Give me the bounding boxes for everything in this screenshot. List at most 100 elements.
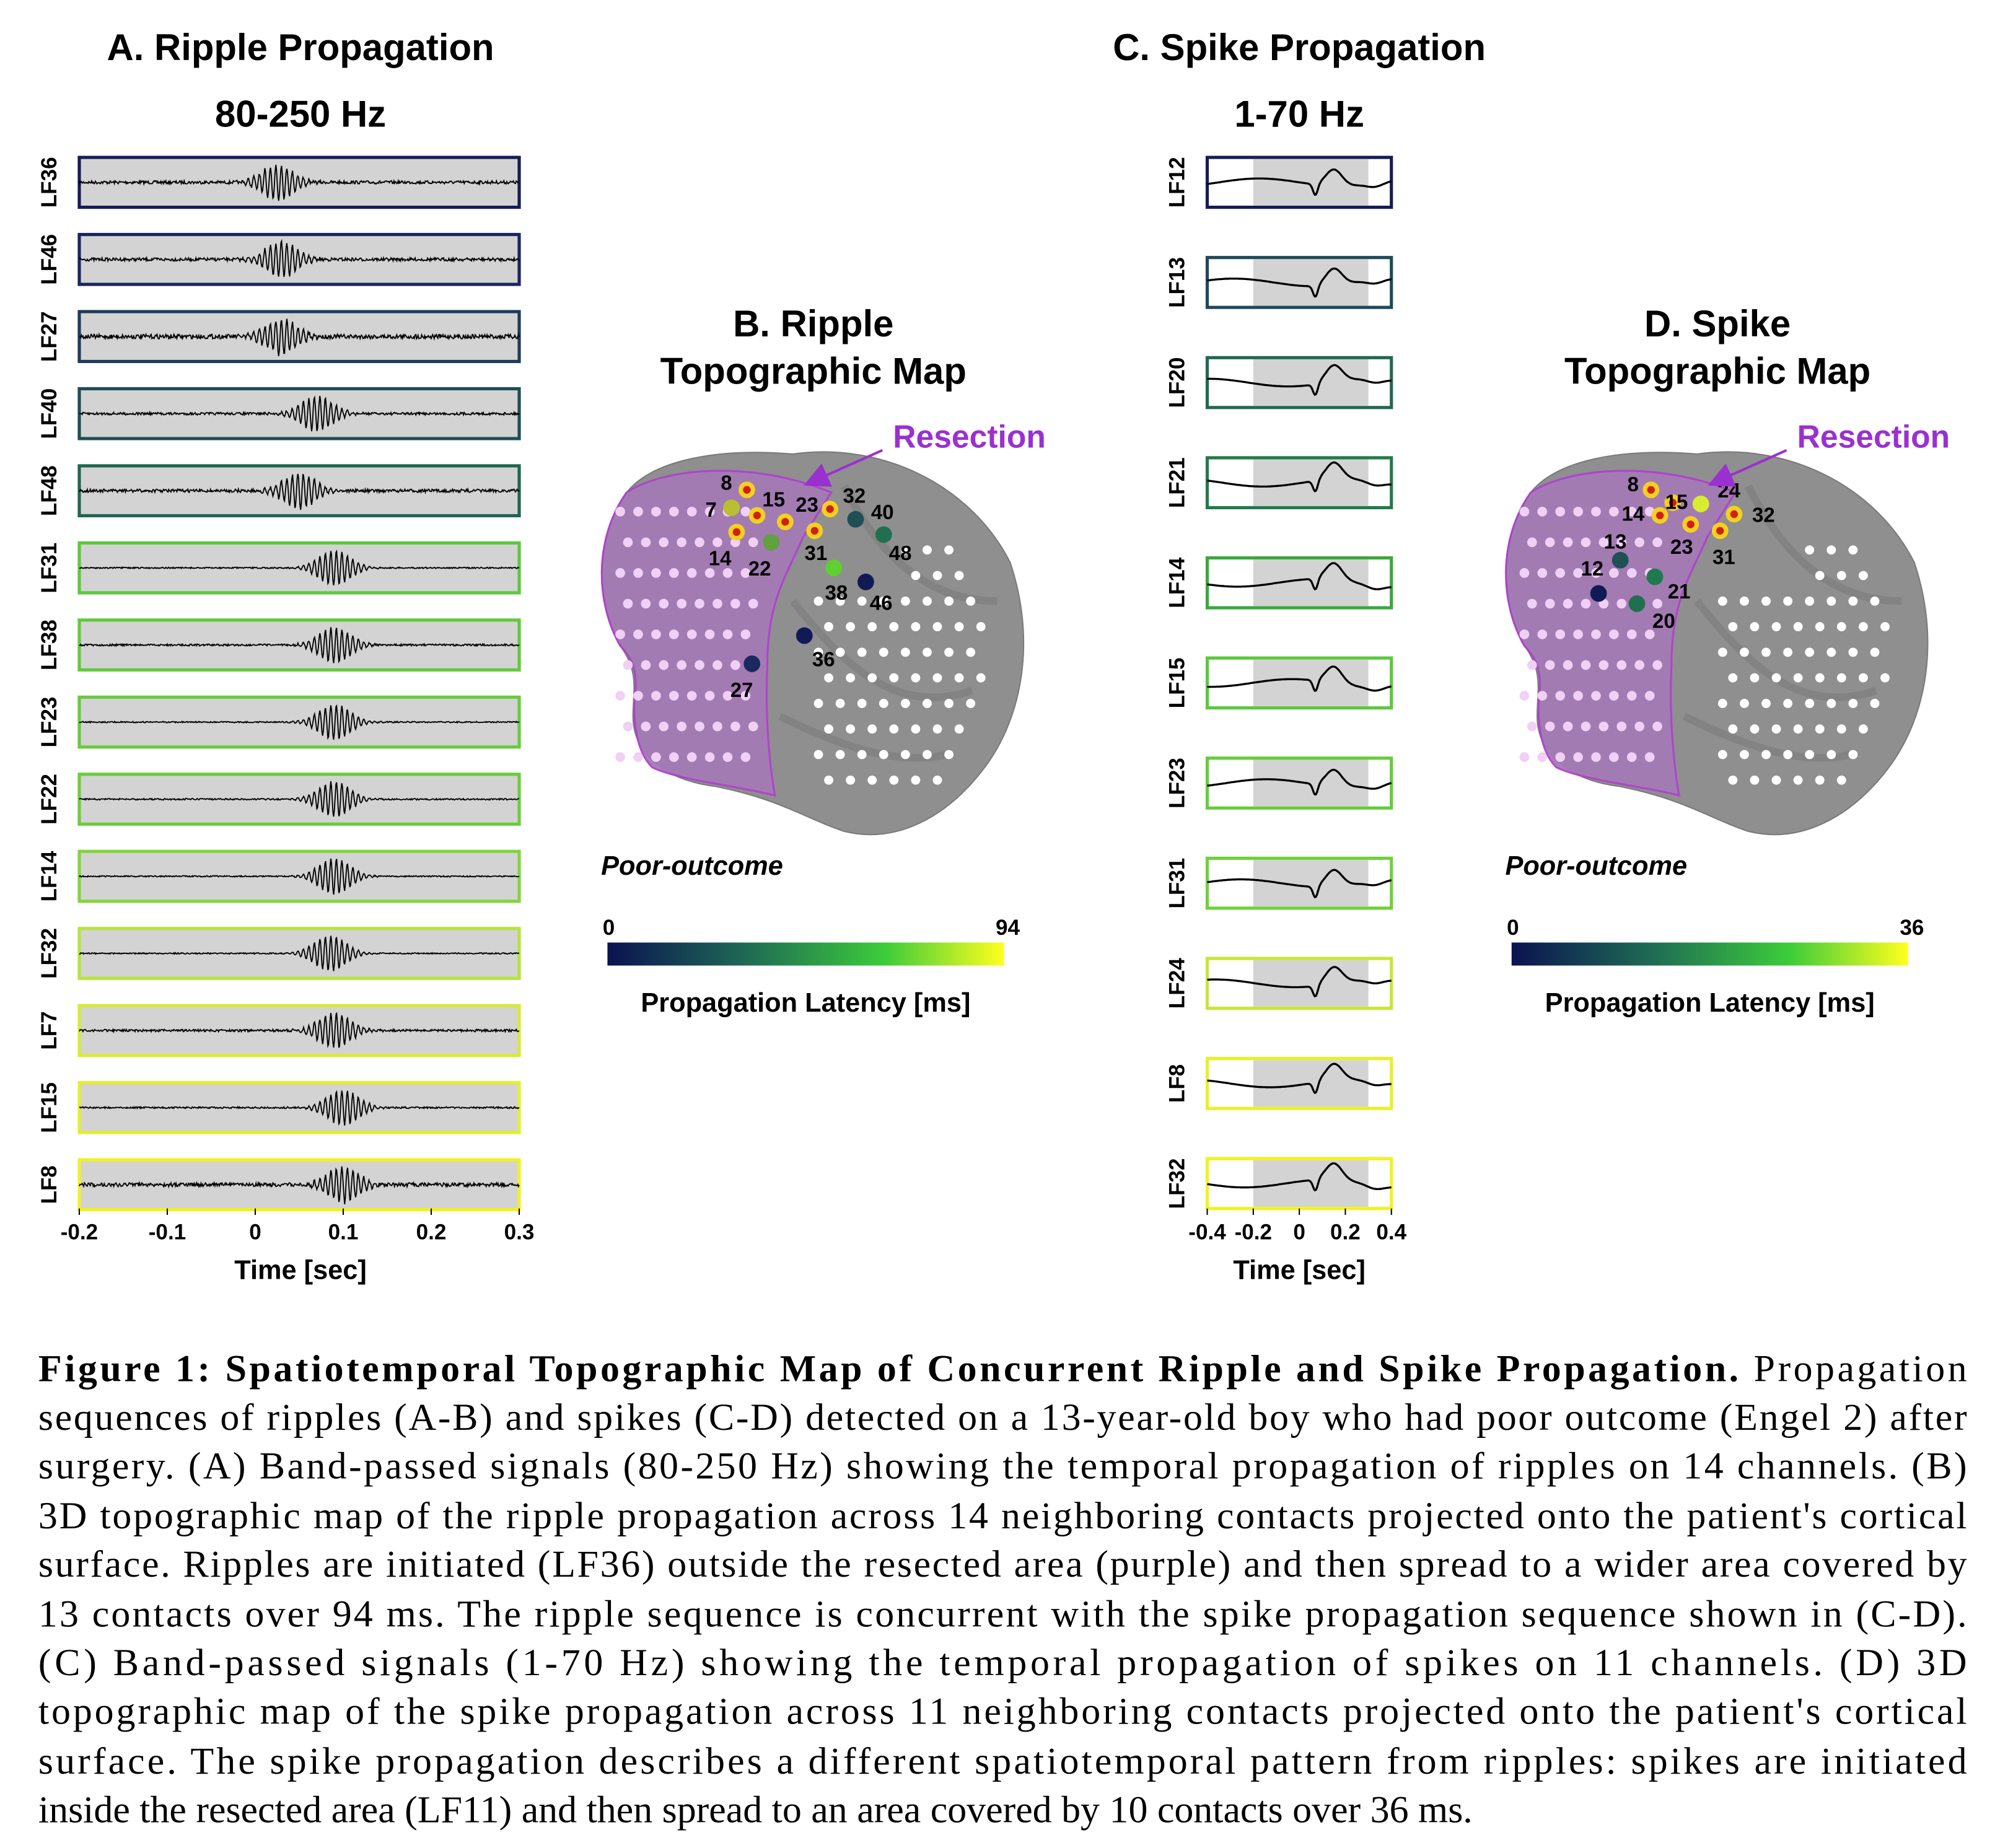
contact — [1626, 568, 1637, 578]
x-tick-label: -0.4 — [1188, 1220, 1226, 1244]
contact — [722, 691, 733, 701]
channel-label: LF24 — [1165, 958, 1189, 1009]
contact — [1527, 721, 1537, 732]
contact — [659, 537, 669, 548]
contact — [1783, 647, 1793, 657]
channel-label: LF12 — [1165, 157, 1189, 208]
contact — [641, 660, 651, 670]
resection-area — [600, 470, 833, 797]
contact — [1527, 537, 1537, 548]
electrode-label: 21 — [1668, 580, 1691, 603]
contact — [712, 721, 722, 732]
waveform — [79, 239, 520, 278]
contact — [944, 545, 954, 555]
caption-line: Figure 1: Spatiotemporal Topographic Map… — [38, 1347, 1967, 1390]
contact — [1581, 598, 1591, 609]
contact — [857, 596, 867, 606]
contact — [824, 775, 833, 785]
contact — [835, 699, 845, 708]
contact — [1644, 629, 1655, 639]
contact — [1616, 598, 1627, 609]
contact — [1750, 724, 1760, 734]
contact — [615, 506, 625, 517]
contact — [1591, 506, 1601, 517]
electrode-label: 27 — [730, 678, 753, 701]
band-label: 80-250 Hz — [215, 94, 386, 135]
contact — [813, 750, 823, 760]
contact — [651, 568, 661, 578]
contact — [944, 647, 954, 657]
contact — [1805, 545, 1815, 555]
contact — [704, 568, 715, 578]
caption-line: surface. The spike propagation describes… — [38, 1740, 1967, 1782]
contact — [704, 506, 715, 517]
window-shade — [1253, 159, 1369, 206]
electrode-label: 14 — [709, 547, 732, 570]
panel-title: Topographic Map — [660, 350, 967, 392]
contact — [677, 537, 687, 548]
electrode — [1628, 595, 1646, 612]
contact — [730, 721, 740, 732]
contact — [1826, 699, 1836, 708]
waveform — [1207, 562, 1392, 591]
contact — [659, 660, 669, 670]
electrode — [847, 510, 864, 528]
channel-label: LF13 — [1165, 257, 1189, 308]
contact — [1761, 699, 1771, 708]
contact — [1870, 647, 1880, 657]
electrode-core — [781, 518, 789, 526]
electrode-label: 22 — [748, 557, 771, 580]
electrode — [875, 526, 892, 543]
electrode-label: 46 — [870, 592, 893, 615]
waveform — [79, 473, 520, 510]
contact — [1573, 691, 1583, 701]
contact — [740, 752, 751, 762]
contact — [695, 721, 704, 732]
electrode — [857, 573, 874, 590]
contact — [1598, 660, 1609, 670]
contact — [813, 699, 823, 708]
contact — [1717, 750, 1727, 760]
x-tick-label: -0.2 — [1235, 1220, 1272, 1244]
contact — [1634, 721, 1645, 732]
contact — [1616, 537, 1627, 548]
contact — [1771, 775, 1781, 785]
contact — [1652, 598, 1662, 609]
contact — [1836, 622, 1846, 632]
contact — [1581, 537, 1591, 548]
contact — [712, 537, 722, 548]
contact — [932, 571, 942, 580]
contact — [615, 629, 625, 639]
channel-label: LF7 — [37, 1011, 61, 1049]
panel-title: D. Spike — [1644, 303, 1791, 344]
channel-label: LF48 — [37, 465, 61, 516]
contact — [623, 537, 633, 548]
contact — [669, 506, 679, 517]
colorbar-min: 0 — [603, 916, 615, 940]
x-tick-label: 0.2 — [1330, 1220, 1361, 1244]
contact — [900, 647, 910, 657]
contact — [867, 724, 877, 734]
contact — [1573, 752, 1583, 762]
channel-label: LF22 — [37, 774, 61, 825]
contact — [686, 568, 697, 578]
contact — [1858, 673, 1868, 683]
waveform — [1207, 168, 1392, 196]
contact — [1537, 752, 1548, 762]
electrode-core — [826, 505, 834, 513]
channel-label: LF8 — [37, 1165, 61, 1204]
electrode-label: 8 — [721, 471, 732, 494]
electrode-label: 38 — [825, 581, 848, 604]
contact — [1805, 596, 1815, 606]
contact — [1652, 721, 1662, 732]
contact — [730, 660, 740, 670]
contact — [1826, 545, 1836, 555]
contact — [835, 750, 845, 760]
electrode-core — [1730, 510, 1738, 519]
channel-label: LF40 — [37, 388, 61, 439]
contact — [1598, 537, 1609, 548]
channel-label: LF14 — [1165, 557, 1189, 608]
contact — [1870, 596, 1880, 606]
contact — [695, 660, 704, 670]
contact — [748, 721, 758, 732]
